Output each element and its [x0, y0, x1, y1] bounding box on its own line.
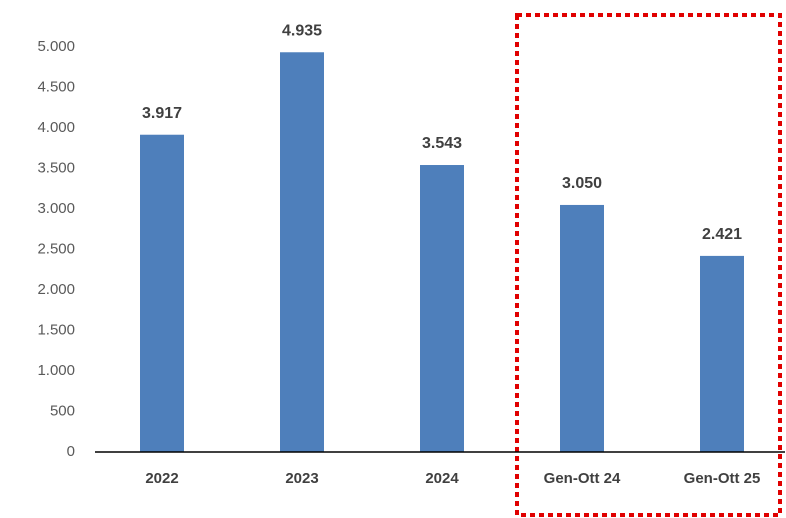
bar: [140, 134, 184, 452]
x-tick-label: 2024: [425, 470, 459, 487]
y-tick-label: 500: [50, 402, 75, 419]
highlight-box: [515, 13, 782, 517]
bar: [560, 204, 604, 452]
y-tick-label: 3.500: [37, 159, 75, 176]
y-tick-label: 5.000: [37, 38, 75, 55]
y-tick-label: 1.500: [37, 321, 75, 338]
y-tick-label: 1.000: [37, 362, 75, 379]
value-label: 4.935: [282, 22, 322, 39]
x-tick-label: Gen-Ott 25: [684, 470, 761, 487]
x-tick-label: 2022: [145, 470, 178, 487]
x-tick-label: 2023: [285, 470, 318, 487]
value-label: 2.421: [702, 226, 742, 243]
y-tick-label: 3.000: [37, 200, 75, 217]
y-tick-label: 2.000: [37, 281, 75, 298]
y-tick-label: 4.000: [37, 119, 75, 136]
x-tick-label: Gen-Ott 24: [544, 470, 621, 487]
bar: [420, 165, 464, 452]
y-tick-label: 2.500: [37, 240, 75, 257]
bar: [700, 255, 744, 452]
y-tick-label: 4.500: [37, 78, 75, 95]
value-label: 3.543: [422, 135, 462, 152]
bar: [280, 52, 324, 452]
value-label: 3.050: [562, 175, 602, 192]
y-tick-label: 0: [67, 443, 75, 460]
value-label: 3.917: [142, 105, 182, 122]
